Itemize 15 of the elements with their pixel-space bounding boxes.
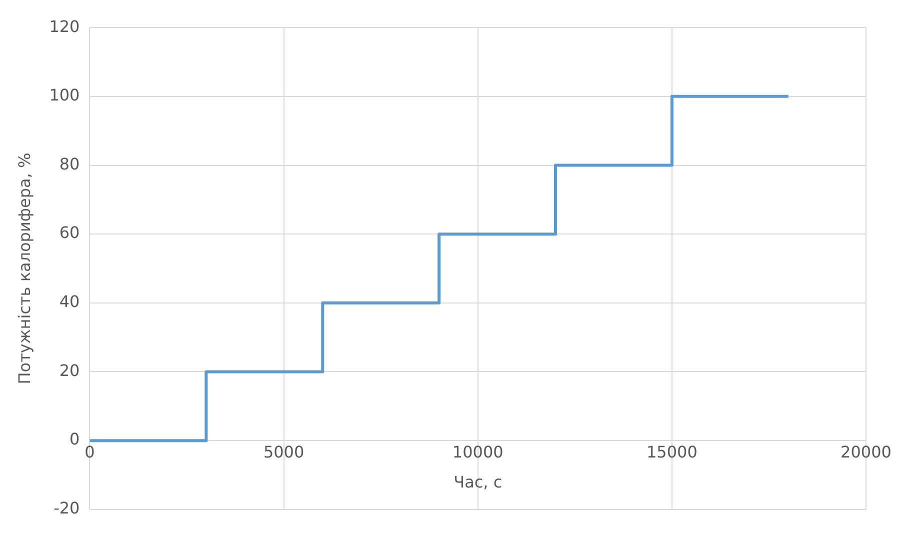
y-tick-label: -20	[54, 498, 80, 518]
y-tick-label: 40	[59, 292, 80, 312]
y-axis-title: Потужність калорифера, %	[14, 152, 34, 384]
x-tick-label: 15000	[646, 442, 698, 462]
y-tick-label: 100	[49, 86, 80, 105]
x-tick-label: 0	[84, 442, 95, 462]
y-tick-label: 80	[59, 154, 80, 174]
y-tick-label: 120	[49, 16, 80, 36]
y-tick-label: 20	[59, 360, 80, 380]
y-tick-label: 0	[70, 430, 80, 449]
x-tick-label: 10000	[452, 442, 504, 462]
y-tick-label: 60	[59, 223, 80, 242]
x-tick-label: 5000	[263, 442, 304, 462]
x-axis-title: Час, с	[454, 472, 502, 492]
x-tick-label: 20000	[840, 442, 892, 462]
